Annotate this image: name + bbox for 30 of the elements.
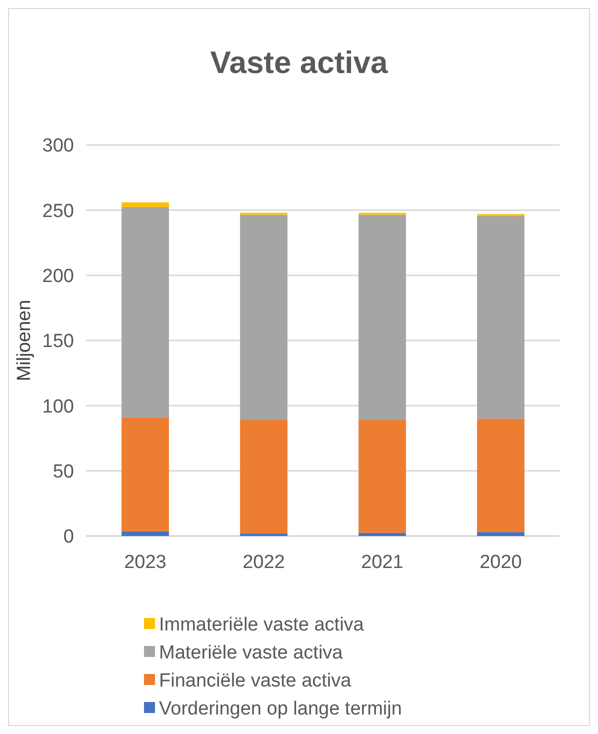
bar [240,214,288,420]
y-tick-label: 0 [63,526,74,548]
legend-label: Materiële vaste activa [159,642,344,664]
y-tick-label: 100 [42,396,74,418]
x-tick-label: 2023 [124,552,166,573]
bar [358,214,406,420]
bar [122,531,169,536]
x-tick-label: 2022 [242,552,285,573]
y-tick-label: 150 [42,331,74,352]
legend-label: Immateriële vaste activa [159,614,364,636]
bar [122,202,169,207]
y-tick-label: 200 [42,266,74,287]
legend-label: Financiële vaste activa [159,670,352,692]
bar [358,420,406,533]
chart-title: Vaste activa [210,45,389,80]
x-tick-label: 2021 [361,552,404,573]
y-tick-label: 300 [42,136,74,157]
legend-label: Vorderingen op lange termijn [159,698,402,720]
bar [240,420,288,534]
bar [477,216,524,419]
y-tick-label: 50 [52,461,74,482]
bar [122,417,169,532]
bar [358,532,406,536]
y-axis-title: Miljoenen [14,300,35,382]
x-tick-label: 2020 [480,552,522,573]
y-tick-label: 250 [42,200,74,222]
bar [122,206,169,418]
bar [240,533,288,536]
bar [477,418,524,532]
bar [477,532,524,536]
